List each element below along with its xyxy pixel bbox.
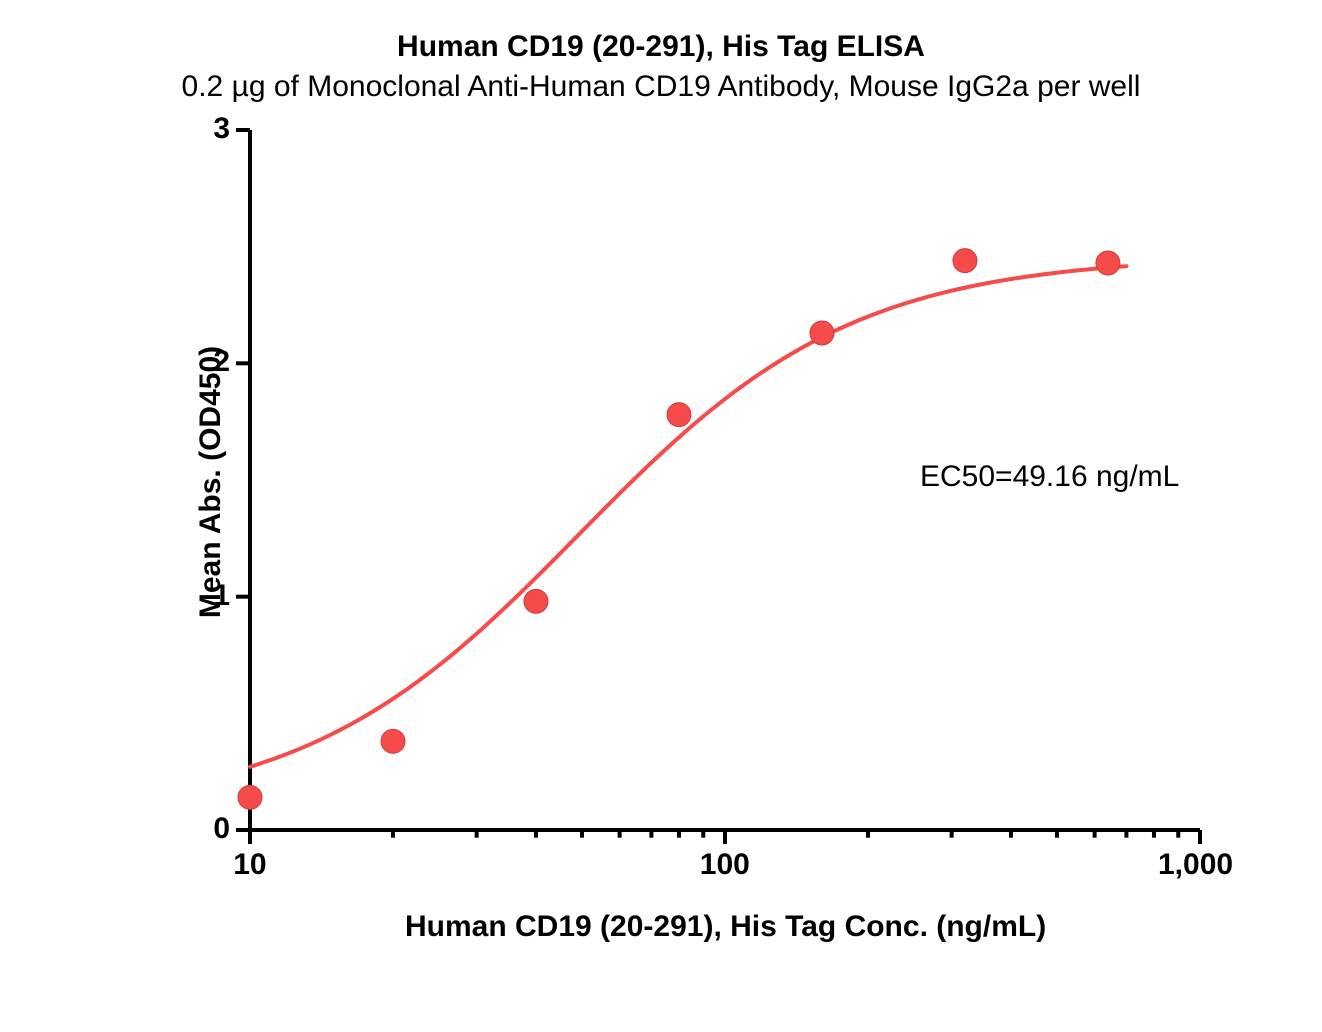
x-tick-label: 10 [233, 848, 266, 882]
x-tick-label: 100 [700, 848, 750, 882]
y-tick-label: 1 [213, 579, 230, 613]
chart-title: Human CD19 (20-291), His Tag ELISA [0, 30, 1322, 64]
y-axis-label: Mean Abs. (OD450) [194, 346, 228, 618]
x-axis-label: Human CD19 (20-291), His Tag Conc. (ng/m… [405, 910, 1046, 944]
ec50-annotation: EC50=49.16 ng/mL [920, 460, 1179, 494]
chart-subtitle: 0.2 µg of Monoclonal Anti-Human CD19 Ant… [0, 70, 1322, 104]
y-tick-label: 3 [213, 112, 230, 146]
chart-canvas: Human CD19 (20-291), His Tag ELISA 0.2 µ… [0, 0, 1322, 1032]
y-tick-label: 0 [213, 812, 230, 846]
y-tick-label: 2 [213, 345, 230, 379]
x-tick-label: 1,000 [1158, 848, 1233, 882]
